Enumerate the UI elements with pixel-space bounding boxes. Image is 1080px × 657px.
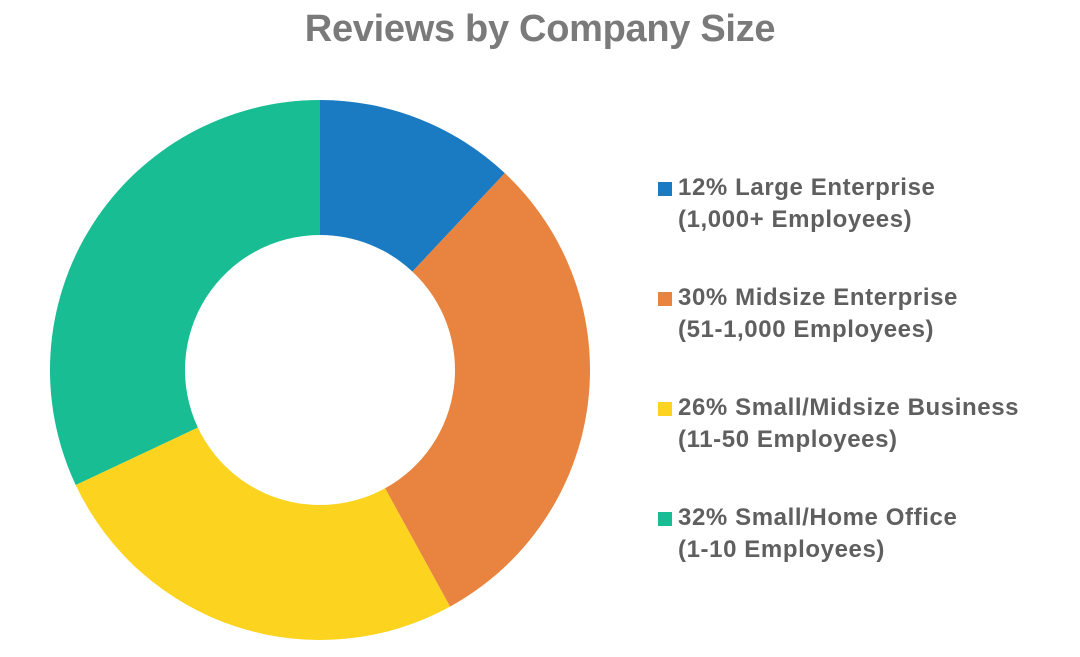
legend-text-large-enterprise: 12% Large Enterprise (1,000+ Employees) [678, 172, 935, 236]
legend-item-small-midsize-business: 26% Small/Midsize Business (11-50 Employ… [658, 392, 1068, 502]
legend-swatch-small-midsize-business [658, 402, 672, 416]
donut-slice-midsize-enterprise [385, 173, 590, 607]
legend-label: Small/Home Office [735, 504, 958, 531]
donut-slice-small-midsize-business [75, 427, 451, 640]
legend-label: Small/Midsize Business [735, 394, 1020, 421]
legend-percent: 26% [678, 394, 728, 421]
legend-percent: 32% [678, 504, 728, 531]
legend-item-midsize-enterprise: 30% Midsize Enterprise (51-1,000 Employe… [658, 282, 1068, 392]
legend-percent: 30% [678, 284, 728, 311]
legend: 12% Large Enterprise (1,000+ Employees) … [658, 172, 1068, 612]
legend-label: Large Enterprise [735, 174, 936, 201]
donut-slice-large-enterprise [320, 100, 505, 272]
legend-swatch-small-home-office [658, 512, 672, 526]
legend-item-small-home-office: 32% Small/Home Office (1-10 Employees) [658, 502, 1068, 612]
donut-chart [40, 94, 600, 654]
legend-sublabel: (51-1,000 Employees) [678, 316, 935, 343]
donut-slice-small-home-office [49, 100, 320, 485]
donut-svg [49, 100, 590, 640]
legend-sublabel: (11-50 Employees) [678, 426, 898, 453]
chart-title: Reviews by Company Size [304, 8, 776, 50]
legend-sublabel: (1-10 Employees) [678, 536, 886, 563]
legend-sublabel: (1,000+ Employees) [678, 206, 913, 233]
legend-label: Midsize Enterprise [735, 284, 958, 311]
legend-item-large-enterprise: 12% Large Enterprise (1,000+ Employees) [658, 172, 1068, 282]
legend-swatch-midsize-enterprise [658, 292, 672, 306]
legend-text-small-midsize-business: 26% Small/Midsize Business (11-50 Employ… [678, 392, 1019, 456]
legend-text-small-home-office: 32% Small/Home Office (1-10 Employees) [678, 502, 957, 566]
legend-swatch-large-enterprise [658, 182, 672, 196]
legend-percent: 12% [678, 174, 728, 201]
legend-text-midsize-enterprise: 30% Midsize Enterprise (51-1,000 Employe… [678, 282, 958, 346]
